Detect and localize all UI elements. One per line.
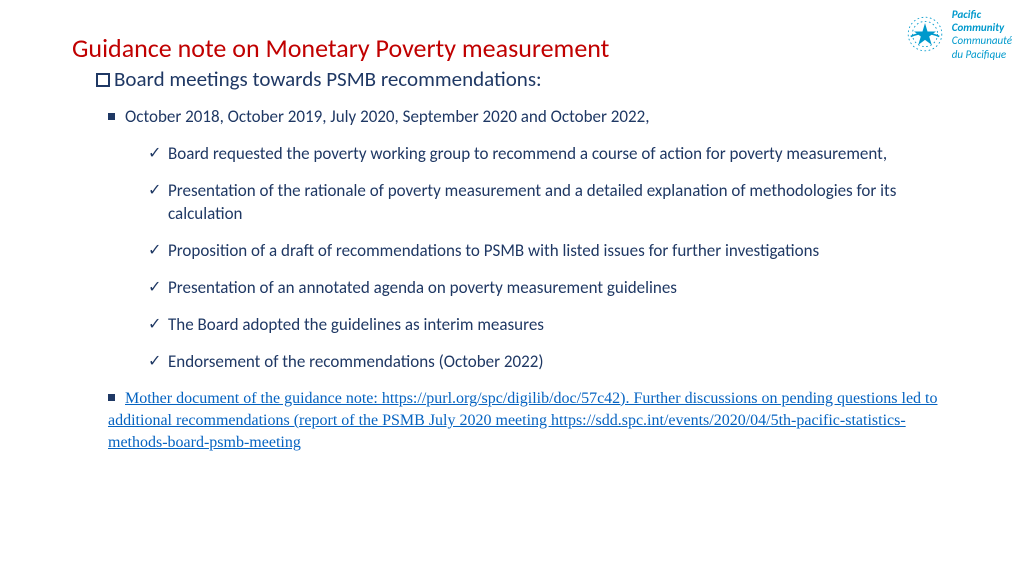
- logo-line3: Communauté: [952, 34, 1012, 47]
- heading-text: Board meetings towards PSMB recommendati…: [114, 66, 542, 92]
- check-item: Presentation of the rationale of poverty…: [148, 180, 954, 226]
- check-item: Proposition of a draft of recommendation…: [148, 240, 954, 263]
- logo-emblem-icon: [904, 13, 946, 55]
- logo-text: Pacific Community Communauté du Pacifiqu…: [952, 8, 1012, 61]
- check-list: Board requested the poverty working grou…: [148, 143, 954, 374]
- small-square-bullet-icon: [108, 394, 115, 401]
- footer-references: Mother document of the guidance note: ht…: [108, 388, 954, 455]
- check-item: Board requested the poverty working grou…: [148, 143, 954, 166]
- logo-line2: Community: [952, 21, 1004, 34]
- check-item: Endorsement of the recommendations (Octo…: [148, 351, 954, 374]
- brand-logo: Pacific Community Communauté du Pacifiqu…: [904, 8, 1012, 61]
- section-heading: Board meetings towards PSMB recommendati…: [96, 66, 984, 92]
- slide-content: Board meetings towards PSMB recommendati…: [96, 66, 984, 455]
- logo-line1: Pacific: [952, 8, 981, 21]
- dates-line: October 2018, October 2019, July 2020, S…: [108, 106, 984, 127]
- slide-title: Guidance note on Monetary Poverty measur…: [72, 32, 609, 64]
- check-item: The Board adopted the guidelines as inte…: [148, 314, 954, 337]
- logo-line4: du Pacifique: [952, 48, 1012, 61]
- dates-text: October 2018, October 2019, July 2020, S…: [125, 106, 649, 127]
- small-square-bullet-icon: [108, 113, 115, 120]
- square-bullet-icon: [96, 73, 110, 87]
- check-item: Presentation of an annotated agenda on p…: [148, 277, 954, 300]
